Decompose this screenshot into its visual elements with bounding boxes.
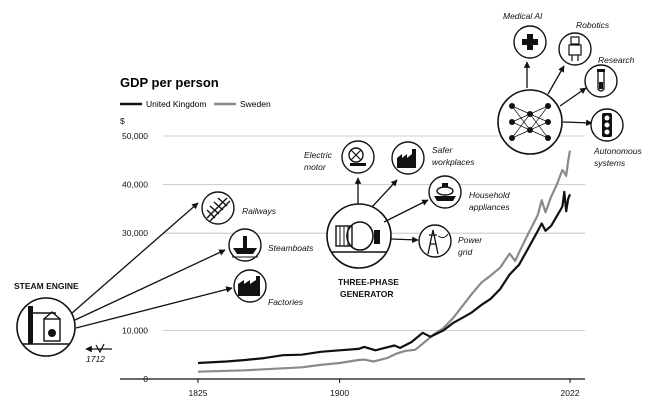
legend-label-uk: United Kingdom xyxy=(146,99,206,109)
label-power-line2: grid xyxy=(458,247,472,257)
series-line-sweden xyxy=(197,150,572,373)
safer-workplaces-icon xyxy=(391,141,425,175)
label-robotics: Robotics xyxy=(576,20,610,30)
series-line-united-kingdom xyxy=(197,190,572,365)
chart-title: GDP per person xyxy=(120,75,219,90)
label-safer-line2: workplaces xyxy=(432,157,475,167)
x-tick-label: 1900 xyxy=(330,388,349,398)
label-safer-line1: Safer xyxy=(432,145,453,155)
y-tick-label: 10,000 xyxy=(122,325,148,335)
label-steam-engine: STEAM ENGINE xyxy=(14,281,79,291)
y-tick-label: 30,000 xyxy=(122,228,148,238)
steamboats-icon xyxy=(228,228,262,262)
x-tick-labels: 1825 1900 2022 xyxy=(189,379,580,398)
arrow-to-autonomous-systems xyxy=(562,119,593,127)
label-1712: 1712 xyxy=(86,354,105,364)
railways-icon xyxy=(201,191,235,225)
electric-motor-icon xyxy=(341,140,375,174)
x-tick-label: 1825 xyxy=(189,388,208,398)
arrow-to-steamboats xyxy=(74,249,226,321)
label-household-line2: appliances xyxy=(469,202,510,212)
series-group xyxy=(197,150,572,373)
arrow-to-research xyxy=(559,87,587,107)
robotics-icon xyxy=(558,32,592,66)
autonomous-systems-icon xyxy=(590,108,624,142)
steam-engine-icon xyxy=(16,297,76,357)
label-railways: Railways xyxy=(242,206,277,216)
timeline-break-icon xyxy=(95,343,105,354)
legend-label-sweden: Sweden xyxy=(240,99,271,109)
arrow-to-household-appliances xyxy=(383,199,429,223)
label-electric-line2: motor xyxy=(304,162,327,172)
factories-icon xyxy=(233,269,267,303)
y-axis-unit: $ xyxy=(120,116,125,126)
x-tick-label: 2022 xyxy=(561,388,580,398)
arrow-to-robotics xyxy=(547,65,565,95)
label-autonomous-line1: Autonomous xyxy=(593,146,642,156)
research-icon xyxy=(584,64,618,98)
arrow-to-power-grid xyxy=(390,236,419,244)
three-phase-generator-icon xyxy=(326,203,392,269)
medical-ai-icon xyxy=(513,25,547,59)
y-tick-label: 40,000 xyxy=(122,180,148,190)
label-autonomous-line2: systems xyxy=(594,158,626,168)
label-factories: Factories xyxy=(268,297,304,307)
label-generator-line1: THREE-PHASE xyxy=(338,277,399,287)
label-medical-ai: Medical AI xyxy=(503,11,543,21)
arrow-to-railways xyxy=(71,202,199,314)
neural-network-icon xyxy=(497,89,563,155)
label-steamboats: Steamboats xyxy=(268,243,314,253)
label-electric-line1: Electric xyxy=(304,150,333,160)
label-generator-line2: GENERATOR xyxy=(340,289,394,299)
power-grid-icon xyxy=(418,224,452,258)
y-tick-label: 50,000 xyxy=(122,131,148,141)
arrow-to-safer-workplaces xyxy=(371,179,398,208)
label-household-line1: Household xyxy=(469,190,510,200)
household-appliances-icon xyxy=(428,175,462,209)
label-research: Research xyxy=(598,55,635,65)
label-power-line1: Power xyxy=(458,235,483,245)
arrow-to-factories xyxy=(75,286,233,329)
